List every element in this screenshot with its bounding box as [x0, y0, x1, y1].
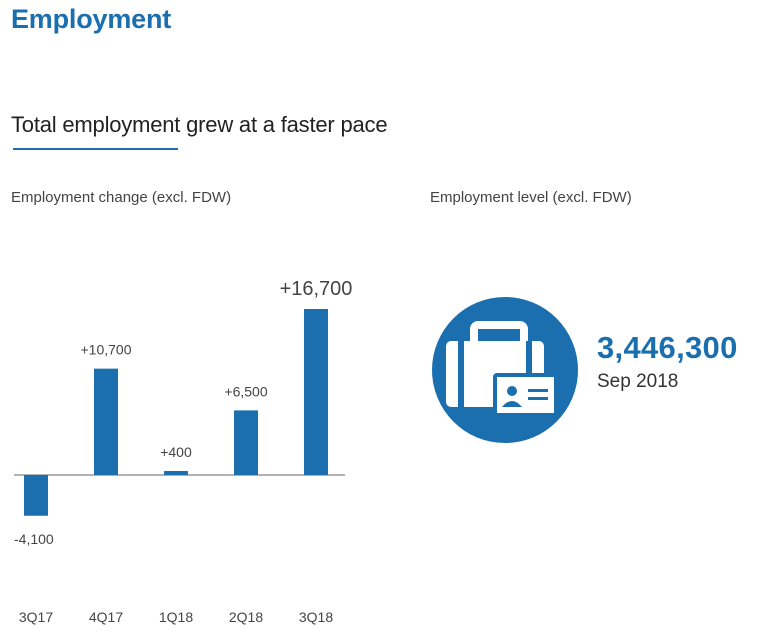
employment-change-label: Employment change (excl. FDW)	[11, 189, 232, 206]
subtitle-underline	[13, 148, 178, 150]
data-label-2q18: +6,500	[224, 383, 267, 399]
x-tick-label-3q17: 3Q17	[19, 609, 53, 625]
employment-change-chart: -4,100 3Q17 +10,700 4Q17 +400 1Q18 +6,500 2Q18 +…	[14, 278, 353, 625]
briefcase-with-id-card-icon	[432, 297, 578, 443]
x-tick-label-1q18: 1Q18	[159, 609, 193, 625]
data-label-3q17: -4,100	[14, 531, 54, 547]
bar-3q18	[304, 309, 328, 475]
section-subtitle: Total employment grew at a faster pace	[11, 112, 388, 137]
page-title: Employment	[11, 4, 172, 34]
employment-level-label: Employment level (excl. FDW)	[430, 189, 632, 206]
bar-2q18	[234, 410, 258, 475]
employment-level-value: 3,446,300	[597, 330, 738, 365]
x-tick-label-4q17: 4Q17	[89, 609, 123, 625]
employment-level-date: Sep 2018	[597, 371, 679, 392]
bar-4q17	[94, 368, 118, 475]
data-label-3q18: +16,700	[280, 278, 353, 300]
data-label-4q17: +10,700	[81, 342, 132, 358]
bar-1q18	[164, 471, 188, 475]
x-tick-label-3q18: 3Q18	[299, 609, 333, 625]
data-label-1q18: +400	[160, 444, 192, 460]
x-tick-label-2q18: 2Q18	[229, 609, 263, 625]
bar-3q17	[24, 475, 48, 516]
